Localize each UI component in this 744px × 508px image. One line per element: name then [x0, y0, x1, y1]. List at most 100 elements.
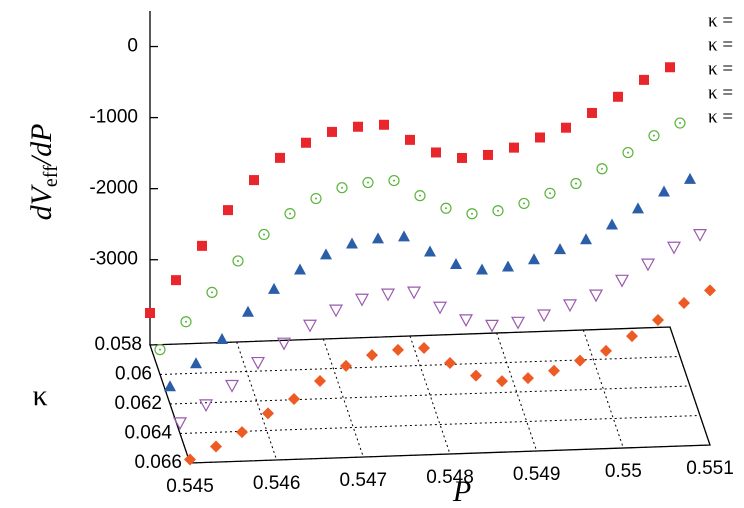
point: [171, 275, 181, 286]
z-label-sub: eff: [40, 165, 62, 187]
point: [223, 205, 233, 216]
point: [466, 208, 478, 220]
point: [502, 260, 514, 272]
point: [544, 187, 556, 199]
point: [658, 185, 670, 197]
point: [457, 152, 467, 163]
grid-line: [159, 356, 681, 375]
x-tick-label: 0.55: [605, 461, 642, 482]
point: [154, 344, 166, 356]
z-tick-label: -3000: [89, 249, 138, 270]
point: [340, 359, 352, 372]
point: [522, 372, 534, 385]
point: [366, 349, 378, 362]
point: [232, 255, 244, 267]
point: [509, 142, 519, 153]
point: [476, 263, 488, 275]
point: [562, 299, 578, 313]
point: [678, 297, 690, 310]
marker-dot: [393, 179, 395, 182]
k-tick-label: 0.06: [115, 364, 152, 385]
point: [580, 233, 592, 245]
point: [294, 263, 306, 275]
point: [561, 122, 571, 133]
point: [372, 232, 384, 244]
point: [310, 192, 322, 205]
point: [210, 440, 222, 453]
point: [431, 147, 441, 158]
x-tick-label: 0.551: [686, 458, 734, 479]
legend-label: κ =: [708, 34, 733, 55]
point: [346, 237, 358, 249]
marker-ring: [388, 174, 400, 187]
grid-line: [236, 341, 278, 461]
point: [242, 305, 254, 317]
point: [302, 319, 318, 333]
point: [470, 369, 482, 382]
grid-line: [169, 385, 691, 405]
marker-ring: [518, 197, 530, 210]
marker-dot: [497, 209, 499, 212]
marker-dot: [185, 320, 187, 323]
point: [190, 357, 202, 369]
marker-dot: [575, 182, 577, 185]
k-tick-label: 0.066: [134, 452, 182, 473]
point: [145, 308, 155, 319]
marker-dot: [159, 348, 161, 351]
marker-ring: [310, 192, 322, 205]
point: [288, 392, 300, 405]
marker-dot: [237, 259, 239, 262]
point: [198, 399, 214, 413]
grid-line: [409, 335, 451, 455]
grid-line: [149, 326, 671, 346]
grid-line: [669, 326, 711, 446]
grid-line: [179, 415, 701, 434]
marker-ring: [440, 202, 452, 214]
x-axis-label: P: [452, 475, 471, 508]
point: [353, 121, 363, 132]
marker-ring: [492, 205, 504, 217]
z-label-main: dV: [25, 183, 58, 220]
point: [224, 379, 240, 393]
marker-ring: [336, 182, 348, 194]
point: [184, 453, 196, 466]
point: [496, 375, 508, 388]
grid-line: [149, 344, 191, 464]
point: [632, 202, 644, 214]
point: [606, 218, 618, 230]
legend-label: κ =: [708, 106, 733, 127]
point: [301, 137, 311, 148]
marker-ring: [544, 187, 556, 199]
point: [510, 316, 526, 330]
x-tick-label: 0.545: [166, 476, 214, 497]
point: [432, 301, 448, 315]
marker-ring: [622, 146, 634, 159]
point: [328, 304, 344, 318]
point: [639, 74, 649, 85]
marker-ring: [570, 177, 582, 190]
z-tick-label: -2000: [89, 178, 138, 199]
point: [554, 243, 566, 255]
point: [640, 258, 656, 272]
point: [379, 119, 389, 130]
point: [172, 417, 188, 431]
point: [548, 364, 560, 377]
marker-dot: [211, 291, 213, 294]
marker-dot: [315, 197, 317, 200]
point: [450, 258, 462, 270]
k-tick-label: 0.062: [114, 393, 162, 414]
point: [392, 343, 404, 356]
point: [684, 172, 696, 184]
point: [458, 314, 474, 328]
point: [258, 228, 270, 241]
point: [692, 229, 708, 242]
point: [440, 202, 452, 214]
point: [600, 344, 612, 357]
marker-dot: [367, 181, 369, 184]
z-tick-label: 0: [127, 36, 138, 57]
marker-dot: [679, 122, 681, 125]
marker-ring: [674, 117, 686, 129]
point: [275, 152, 285, 163]
marker-dot: [419, 194, 421, 197]
point: [648, 130, 660, 142]
